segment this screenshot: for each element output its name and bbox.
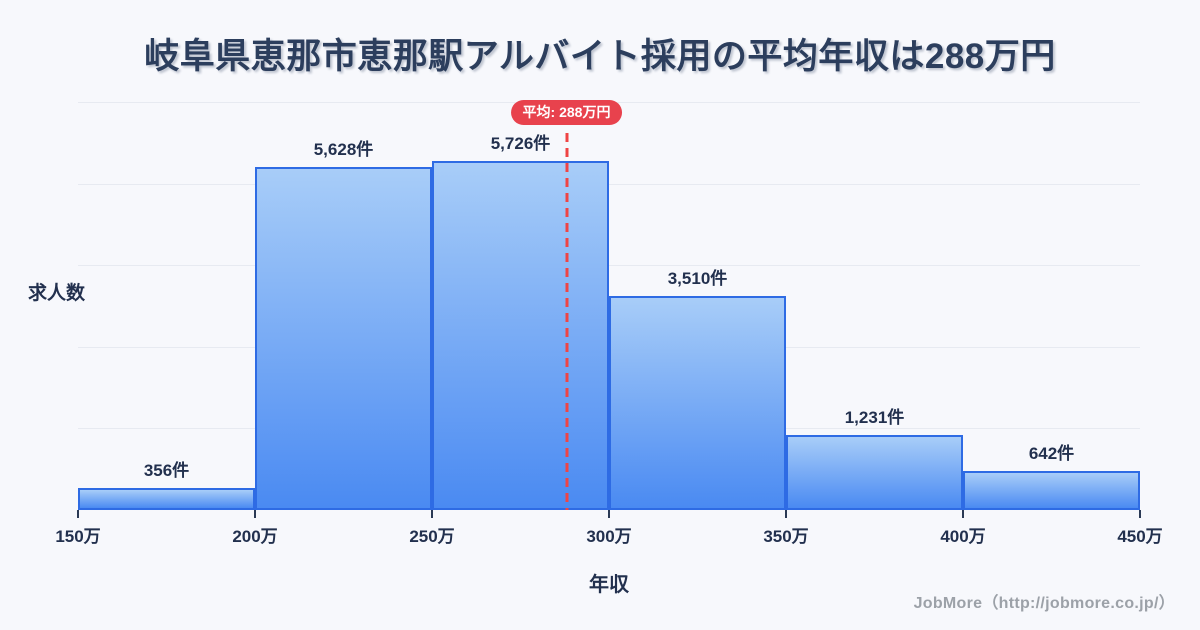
bar-value-label: 356件: [143, 461, 190, 481]
histogram-bar: [78, 488, 255, 510]
chart-title: 岐阜県恵那市恵那駅アルバイト採用の平均年収は288万円: [144, 37, 1056, 76]
axis-tick: [962, 510, 964, 518]
x-tick-label: 200万: [232, 527, 278, 546]
x-tick-label: 150万: [55, 527, 101, 546]
histogram-bar: [255, 167, 432, 510]
axis-tick: [785, 510, 787, 518]
x-tick-label: 350万: [763, 527, 809, 546]
source-credit: JobMore（http://jobmore.co.jp/）: [913, 595, 1175, 612]
bar-value-label: 1,231件: [844, 408, 905, 428]
average-badge: 平均: 288万円: [510, 100, 623, 125]
bar-value-label: 3,510件: [667, 269, 728, 289]
average-dashed-line: [565, 133, 569, 510]
gridline: [78, 265, 1140, 267]
y-axis-title: 求人数: [28, 283, 86, 304]
histogram-bar: [609, 296, 786, 510]
histogram-bar: [432, 161, 609, 510]
x-tick-label: 250万: [409, 527, 455, 546]
axis-tick: [431, 510, 433, 518]
gridline: [78, 183, 1140, 185]
axis-tick: [254, 510, 256, 518]
x-axis-title: 年収: [589, 574, 629, 596]
bar-value-label: 5,726件: [490, 134, 551, 154]
axis-tick: [77, 510, 79, 518]
histogram-bar: [786, 435, 963, 510]
bar-value-label: 5,628件: [313, 140, 374, 160]
bar-value-label: 642件: [1028, 443, 1075, 463]
axis-tick: [1139, 510, 1141, 518]
x-tick-label: 300万: [586, 527, 632, 546]
x-tick-label: 400万: [940, 527, 986, 546]
histogram-bar: [963, 470, 1140, 510]
x-tick-label: 450万: [1117, 527, 1163, 546]
plot-area: 356件 5,628件 5,726件 3,510件 1,231件 642件 150万 200…: [55, 100, 1163, 546]
axis-tick: [608, 510, 610, 518]
